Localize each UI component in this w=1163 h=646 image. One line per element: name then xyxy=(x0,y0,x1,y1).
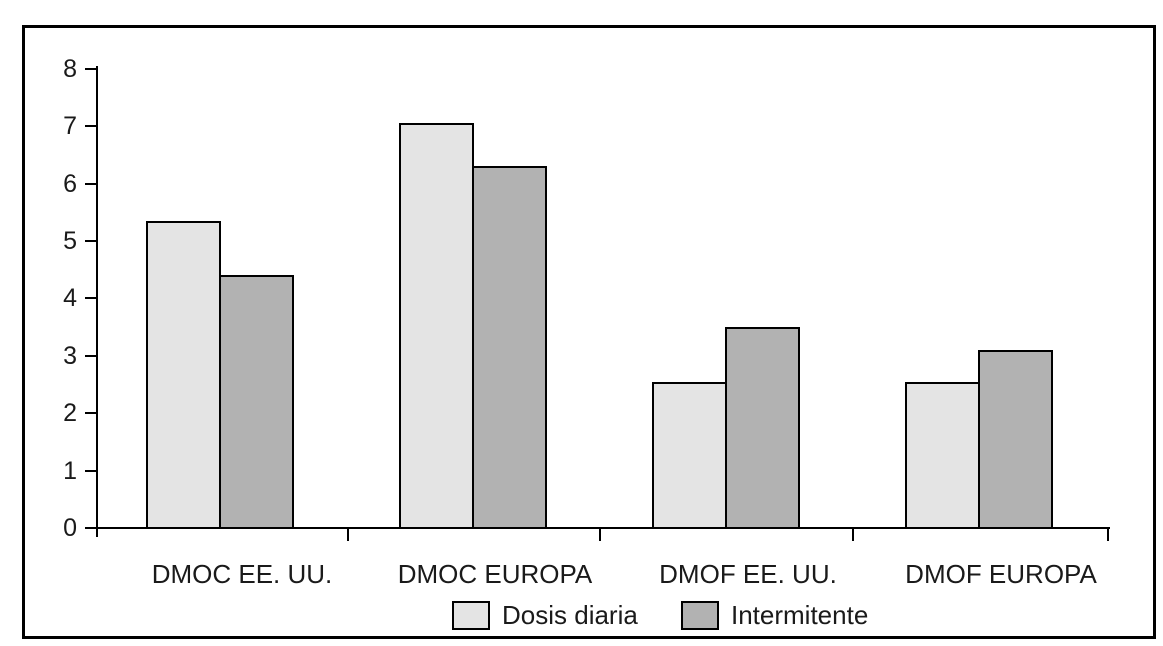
chart-frame: 0 1 2 3 4 5 6 7 8 DMOC EE. UU. DMOC EUROPA DMOF … xyxy=(22,25,1156,639)
y-tick-label-4: 4 xyxy=(63,284,77,313)
bar-intermitente-2 xyxy=(725,327,800,529)
legend-label-intermitente: Intermitente xyxy=(731,600,869,630)
y-tick-label-3: 3 xyxy=(63,341,77,370)
y-tick-mark-8 xyxy=(85,67,96,70)
legend-swatch-intermitente xyxy=(681,601,719,630)
x-tick-mark-3 xyxy=(1107,528,1109,541)
y-tick-mark-0 xyxy=(85,527,96,529)
y-tick-label-5: 5 xyxy=(63,227,77,255)
y-tick-mark-1 xyxy=(85,469,96,472)
bar-intermitente-0 xyxy=(219,275,294,529)
bar-dosis-diaria-0 xyxy=(146,220,221,529)
y-tick-label-6: 6 xyxy=(63,169,77,198)
y-tick-label-1: 1 xyxy=(63,456,77,485)
bar-dosis-diaria-1 xyxy=(399,123,474,529)
y-tick-label-0: 0 xyxy=(63,514,77,542)
x-category-label-dmoc-europa: DMOC EUROPA xyxy=(397,559,593,589)
bar-intermitente-1 xyxy=(472,166,547,529)
x-category-label-dmof-ee-uu: DMOF EE. UU. xyxy=(659,559,837,589)
x-tick-mark-1 xyxy=(599,528,601,541)
x-category-label-dmof-europa: DMOF EUROPA xyxy=(905,559,1097,589)
y-tick-mark-5 xyxy=(85,240,96,242)
bar-intermitente-3 xyxy=(978,350,1053,529)
bar-dosis-diaria-2 xyxy=(652,381,727,529)
bar-dosis-diaria-3 xyxy=(905,381,980,529)
y-tick-label-2: 2 xyxy=(63,399,77,428)
y-tick-mark-2 xyxy=(85,412,96,415)
y-tick-mark-6 xyxy=(85,182,96,185)
x-tick-mark-2 xyxy=(852,528,854,541)
x-axis-line xyxy=(96,527,1110,529)
legend-swatch-dosis-diaria xyxy=(452,601,490,630)
y-axis-line xyxy=(96,66,98,537)
legend-item-intermitente: Intermitente xyxy=(681,599,868,632)
y-tick-label-8: 8 xyxy=(63,54,77,83)
legend-label-dosis-diaria: Dosis diaria xyxy=(502,600,638,630)
x-category-label-dmoc-ee-uu: DMOC EE. UU. xyxy=(151,559,333,589)
x-tick-mark-0 xyxy=(347,528,349,541)
y-tick-mark-3 xyxy=(85,354,96,357)
y-tick-label-7: 7 xyxy=(63,112,77,141)
legend-item-dosis-diaria: Dosis diaria xyxy=(452,599,638,632)
y-tick-mark-7 xyxy=(85,125,96,128)
y-tick-mark-4 xyxy=(85,297,96,300)
